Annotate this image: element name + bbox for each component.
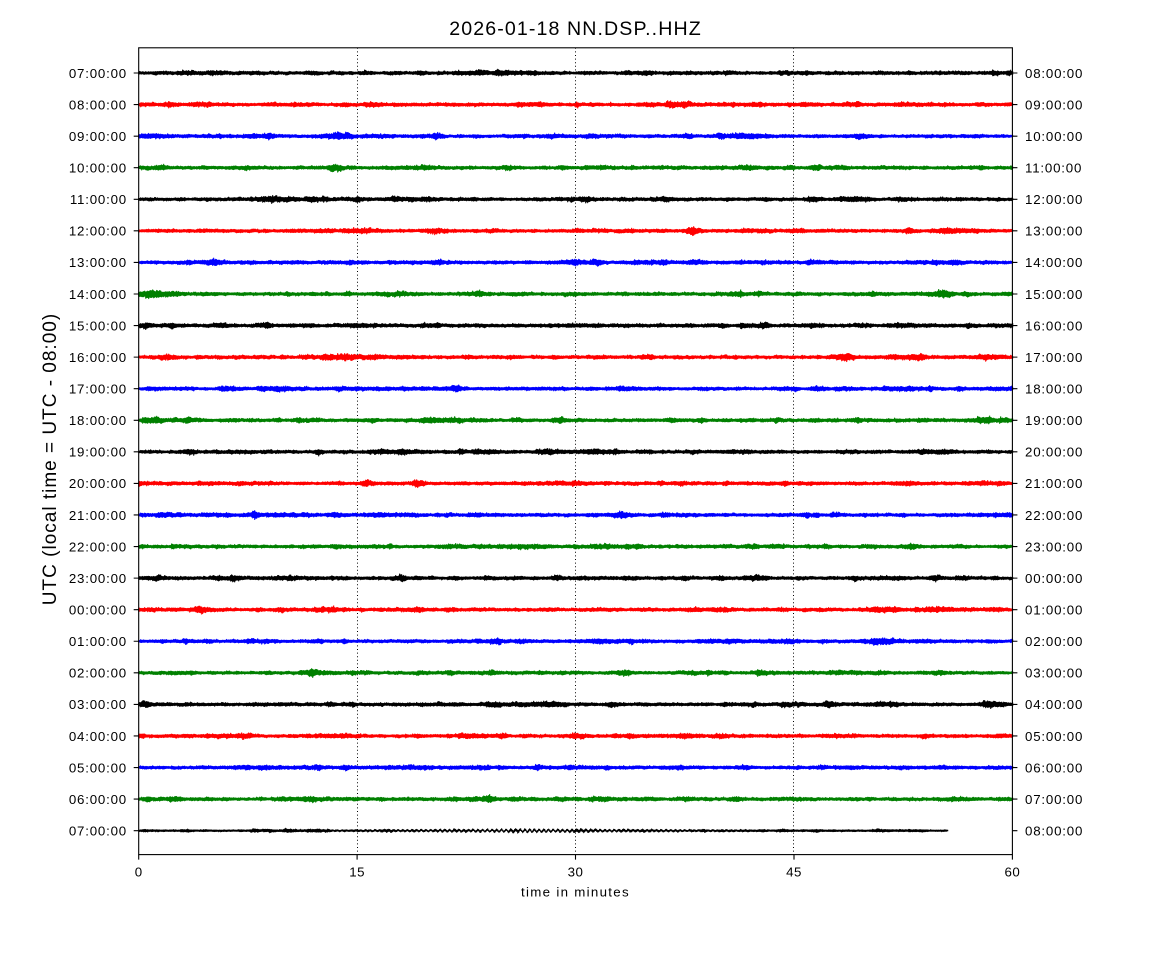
svg-text:23:00:00: 23:00:00 — [69, 571, 127, 586]
svg-text:21:00:00: 21:00:00 — [69, 508, 127, 523]
svg-text:UTC (local time = UTC - 08:00): UTC (local time = UTC - 08:00) — [40, 313, 61, 605]
svg-text:2026-01-18 NN.DSP..HHZ: 2026-01-18 NN.DSP..HHZ — [449, 18, 702, 40]
svg-text:02:00:00: 02:00:00 — [1025, 634, 1083, 649]
svg-text:21:00:00: 21:00:00 — [1025, 476, 1083, 491]
svg-text:02:00:00: 02:00:00 — [69, 666, 127, 681]
svg-text:10:00:00: 10:00:00 — [69, 161, 127, 176]
svg-text:16:00:00: 16:00:00 — [1025, 318, 1083, 333]
svg-text:00:00:00: 00:00:00 — [69, 603, 127, 618]
svg-text:13:00:00: 13:00:00 — [69, 255, 127, 270]
svg-text:15:00:00: 15:00:00 — [69, 318, 127, 333]
svg-text:08:00:00: 08:00:00 — [69, 97, 127, 112]
svg-text:08:00:00: 08:00:00 — [1025, 824, 1083, 839]
svg-text:09:00:00: 09:00:00 — [69, 129, 127, 144]
svg-text:30: 30 — [568, 864, 584, 879]
svg-text:06:00:00: 06:00:00 — [69, 792, 127, 807]
svg-text:20:00:00: 20:00:00 — [69, 476, 127, 491]
svg-text:01:00:00: 01:00:00 — [69, 634, 127, 649]
svg-text:20:00:00: 20:00:00 — [1025, 445, 1083, 460]
svg-text:0: 0 — [135, 864, 143, 879]
svg-text:18:00:00: 18:00:00 — [69, 413, 127, 428]
svg-text:11:00:00: 11:00:00 — [70, 192, 127, 207]
svg-text:17:00:00: 17:00:00 — [1025, 350, 1083, 365]
svg-text:16:00:00: 16:00:00 — [69, 350, 127, 365]
svg-text:09:00:00: 09:00:00 — [1025, 97, 1083, 112]
svg-text:07:00:00: 07:00:00 — [69, 66, 127, 81]
svg-text:45: 45 — [786, 864, 802, 879]
svg-text:15:00:00: 15:00:00 — [1025, 287, 1083, 302]
svg-text:01:00:00: 01:00:00 — [1025, 603, 1083, 618]
svg-text:03:00:00: 03:00:00 — [1025, 666, 1083, 681]
svg-text:11:00:00: 11:00:00 — [1025, 161, 1082, 176]
svg-text:12:00:00: 12:00:00 — [1025, 192, 1083, 207]
svg-text:13:00:00: 13:00:00 — [1025, 224, 1083, 239]
svg-text:60: 60 — [1005, 864, 1021, 879]
svg-text:08:00:00: 08:00:00 — [1025, 66, 1083, 81]
svg-text:04:00:00: 04:00:00 — [69, 729, 127, 744]
svg-text:10:00:00: 10:00:00 — [1025, 129, 1083, 144]
svg-text:05:00:00: 05:00:00 — [69, 760, 127, 775]
svg-text:14:00:00: 14:00:00 — [1025, 255, 1083, 270]
svg-text:time in minutes: time in minutes — [521, 884, 630, 899]
svg-text:00:00:00: 00:00:00 — [1025, 571, 1083, 586]
svg-text:03:00:00: 03:00:00 — [69, 697, 127, 712]
svg-text:18:00:00: 18:00:00 — [1025, 382, 1083, 397]
svg-text:17:00:00: 17:00:00 — [69, 382, 127, 397]
svg-text:06:00:00: 06:00:00 — [1025, 760, 1083, 775]
svg-text:12:00:00: 12:00:00 — [69, 224, 127, 239]
svg-text:22:00:00: 22:00:00 — [69, 539, 127, 554]
svg-text:14:00:00: 14:00:00 — [69, 287, 127, 302]
svg-text:05:00:00: 05:00:00 — [1025, 729, 1083, 744]
svg-text:19:00:00: 19:00:00 — [1025, 413, 1083, 428]
svg-text:23:00:00: 23:00:00 — [1025, 539, 1083, 554]
svg-text:15: 15 — [349, 864, 365, 879]
svg-text:04:00:00: 04:00:00 — [1025, 697, 1083, 712]
svg-text:19:00:00: 19:00:00 — [69, 445, 127, 460]
svg-text:07:00:00: 07:00:00 — [1025, 792, 1083, 807]
svg-text:07:00:00: 07:00:00 — [69, 824, 127, 839]
svg-text:22:00:00: 22:00:00 — [1025, 508, 1083, 523]
